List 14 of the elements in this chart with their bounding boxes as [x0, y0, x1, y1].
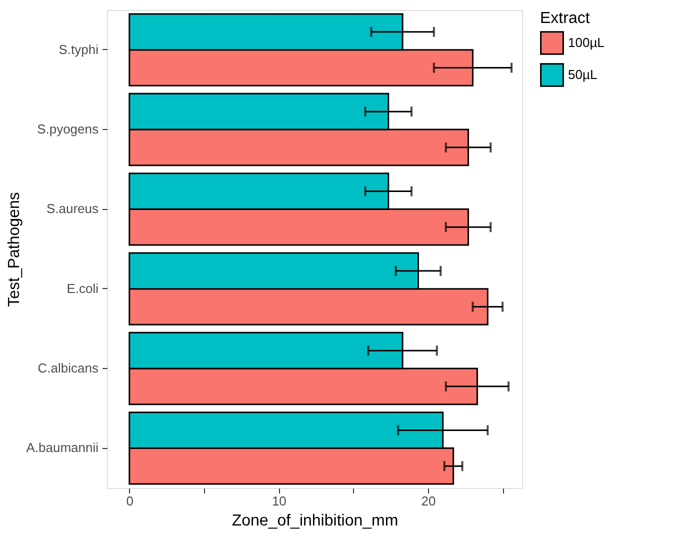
x-tick-label: 20 — [421, 494, 436, 508]
y-tick-label: C.albicans — [38, 360, 99, 376]
legend-title: Extract — [540, 10, 590, 27]
y-tick-label: S.pyogens — [37, 122, 99, 136]
y-tick-label: E.coli — [66, 280, 99, 296]
legend-label: 100µL — [568, 35, 604, 50]
x-tick-label: 10 — [272, 494, 286, 508]
y-axis-title: Test_Pathogens — [6, 192, 24, 307]
x-tick-label: 0 — [126, 494, 134, 508]
x-axis-title: Zone_of_inhibition_mm — [232, 512, 398, 530]
legend-label: 50µL — [568, 67, 598, 82]
y-tick-label: S.aureus — [46, 201, 99, 216]
y-tick-label: A.baumannii — [26, 440, 99, 456]
y-tick-label: S.typhi — [58, 42, 99, 57]
